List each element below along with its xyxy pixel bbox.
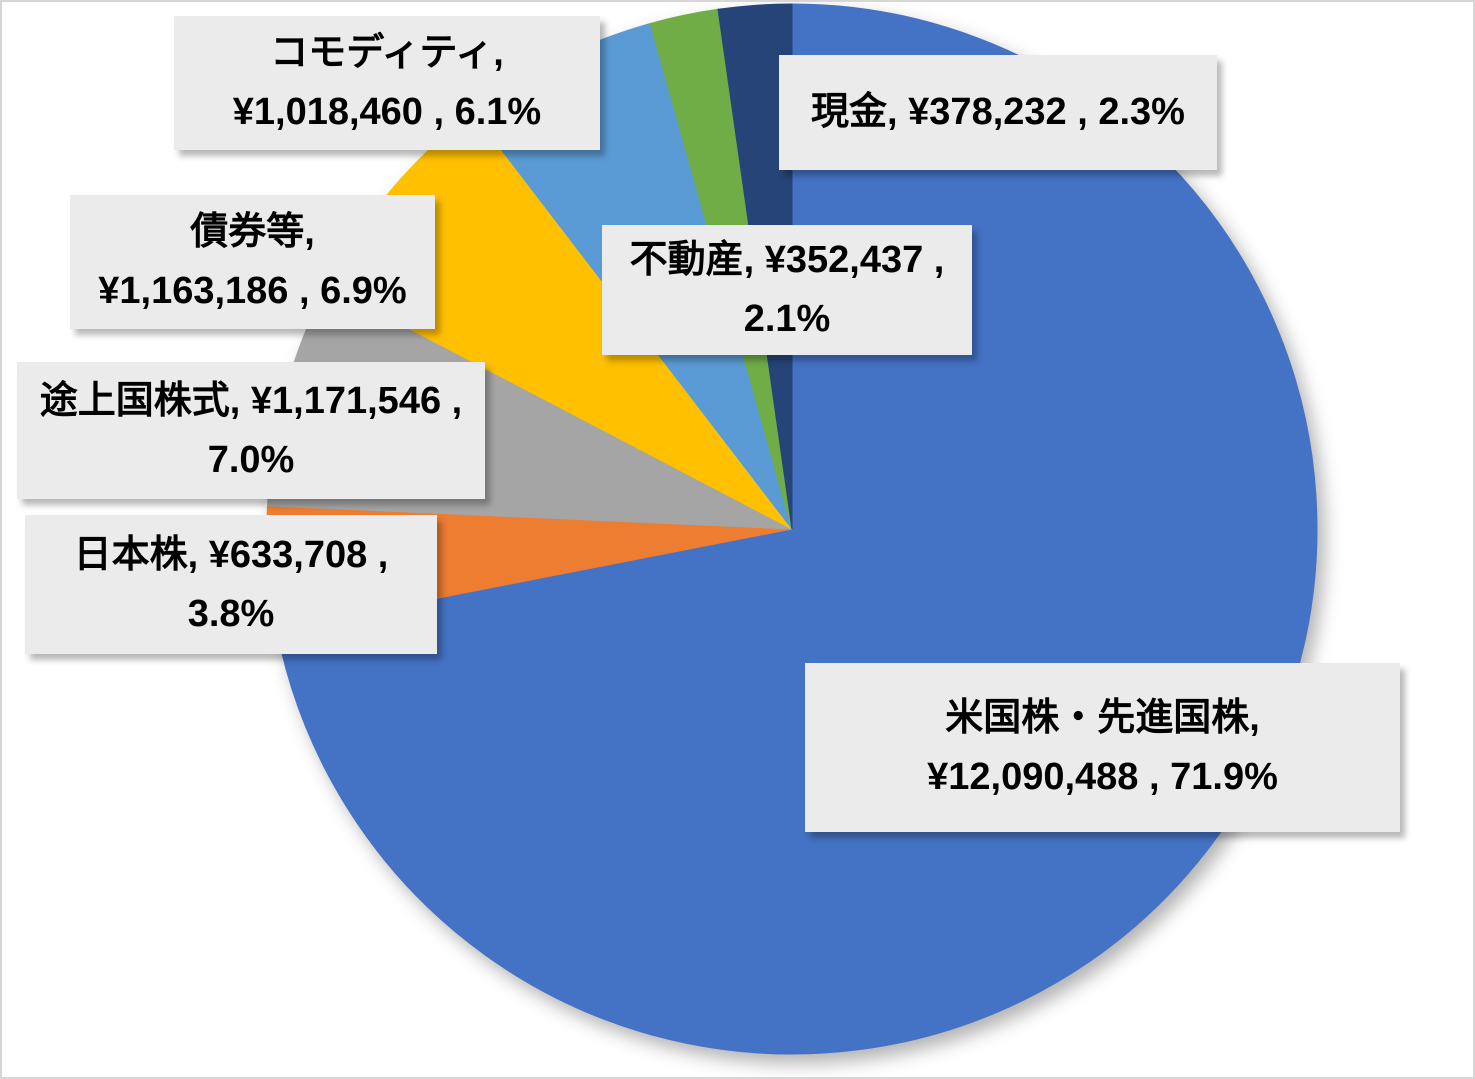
- data-label-text: 途上国株式, ¥1,171,546 ,: [39, 379, 463, 422]
- data-label-commodity[interactable]: コモディティ, ¥1,018,460 , 6.1%: [174, 16, 600, 150]
- data-label-text: 現金, ¥378,232 , 2.3%: [811, 91, 1185, 134]
- data-label-text: 3.8%: [187, 592, 275, 635]
- data-label-text: 不動産, ¥352,437 ,: [629, 239, 945, 282]
- data-label-text: 2.1%: [743, 298, 831, 340]
- data-label-japan-stocks[interactable]: 日本株, ¥633,708 , 3.8%: [25, 515, 437, 654]
- data-label-real-estate[interactable]: 不動産, ¥352,437 , 2.1%: [602, 225, 972, 355]
- data-label-text: ¥1,018,460 , 6.1%: [232, 91, 542, 133]
- data-label-cash[interactable]: 現金, ¥378,232 , 2.3%: [779, 55, 1217, 170]
- data-label-bonds[interactable]: 債券等, ¥1,163,186 , 6.9%: [70, 195, 435, 329]
- data-label-emerging-stocks[interactable]: 途上国株式, ¥1,171,546 , 7.0%: [17, 362, 485, 499]
- data-label-text: 米国株・先進国株,: [945, 696, 1260, 739]
- data-label-text: 債券等,: [190, 211, 315, 254]
- data-label-text: 日本株, ¥633,708 ,: [73, 533, 389, 576]
- data-label-text: コモディティ,: [270, 32, 504, 75]
- data-label-text: ¥12,090,488 , 71.9%: [927, 755, 1278, 798]
- data-label-text: ¥1,163,186 , 6.9%: [98, 270, 407, 312]
- data-label-us-developed-stocks[interactable]: 米国株・先進国株, ¥12,090,488 , 71.9%: [805, 663, 1400, 832]
- data-label-text: 7.0%: [207, 438, 295, 481]
